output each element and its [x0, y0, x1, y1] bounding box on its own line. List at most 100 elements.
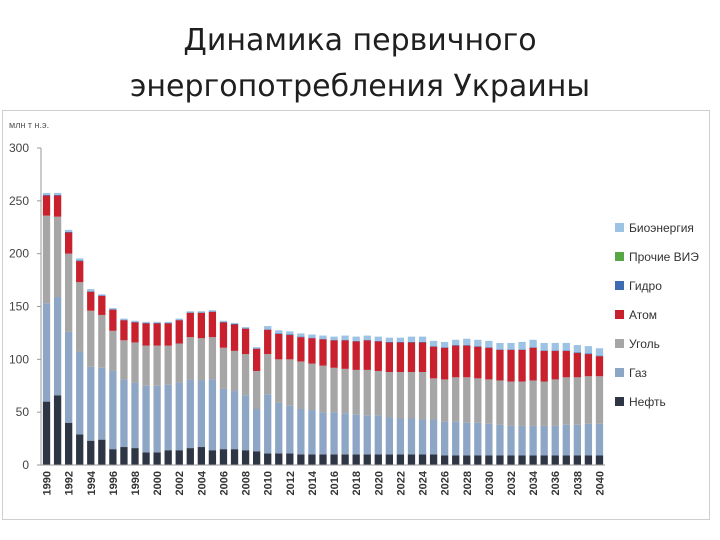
x-tick-label: 2036: [550, 471, 562, 495]
bar-segment: [142, 321, 150, 323]
bar-segment: [418, 454, 427, 465]
bar-segment: [330, 340, 338, 368]
bar-segment: [573, 455, 582, 465]
bar-segment: [230, 324, 239, 351]
y-axis-unit-label: млн т н.э.: [9, 120, 49, 130]
x-tick-label: 1994: [86, 470, 98, 495]
x-tick-label: 2018: [351, 471, 363, 495]
bar-segment: [286, 359, 294, 406]
bar-segment: [208, 311, 217, 338]
bar-segment: [363, 454, 371, 465]
bar-segment: [341, 413, 349, 455]
bar-segment: [153, 385, 161, 453]
bar-segment: [230, 449, 239, 465]
bar-segment: [452, 345, 460, 378]
bar-segment: [529, 347, 537, 381]
bar-segment: [208, 450, 217, 465]
bar-segment: [76, 260, 84, 262]
bar-segment: [529, 425, 537, 456]
bar-segment: [197, 447, 206, 465]
bar-segment: [463, 345, 471, 346]
slide-title-line-2: энергопотребления Украины: [129, 69, 591, 104]
bar-segment: [42, 195, 51, 196]
bar-segment: [440, 347, 449, 348]
x-tick-label: 2010: [263, 471, 275, 495]
bar-segment: [584, 455, 593, 465]
bar-segment: [264, 354, 272, 395]
y-tick-label: 0: [22, 458, 29, 472]
bar-segment: [53, 195, 62, 217]
legend-swatch: [615, 223, 624, 232]
bar-segment: [595, 455, 604, 465]
bar-segment: [64, 253, 73, 332]
bar-segment: [363, 415, 371, 455]
x-tick-label: 2040: [594, 471, 606, 495]
bar-segment: [452, 345, 460, 346]
bar-segment: [374, 370, 382, 416]
bar-segment: [53, 296, 62, 396]
bar-segment: [429, 340, 438, 347]
bar-segment: [330, 336, 338, 340]
bar-segment: [396, 337, 405, 342]
bar-segment: [76, 258, 84, 261]
bar-segment: [275, 330, 283, 334]
bar-segment: [142, 385, 150, 453]
bar-segment: [573, 352, 582, 353]
bar-segment: [496, 455, 504, 465]
bar-segment: [551, 350, 559, 351]
bar-segment: [352, 340, 360, 342]
bar-segment: [396, 418, 405, 455]
bar-segment: [319, 335, 327, 339]
bar-segment: [595, 376, 604, 424]
bar-segment: [186, 448, 194, 465]
bar-segment: [496, 424, 504, 456]
x-tick-label: 2034: [528, 470, 540, 495]
bar-segment: [142, 452, 150, 465]
bar-segment: [98, 439, 106, 465]
bar-segment: [595, 423, 604, 456]
bar-segment: [463, 377, 471, 423]
bar-segment: [297, 337, 305, 362]
bar-segment: [341, 368, 349, 414]
bar-segment: [197, 380, 206, 448]
bar-segment: [374, 341, 382, 371]
bar-segment: [120, 447, 128, 465]
bar-segment: [275, 333, 283, 334]
bar-segment: [352, 336, 360, 341]
bar-segment: [109, 330, 117, 371]
bar-segment: [562, 350, 570, 378]
bar-segment: [584, 346, 593, 354]
bar-segment: [573, 377, 582, 425]
bar-segment: [197, 312, 206, 339]
x-tick-label: 2012: [285, 471, 297, 495]
bar-segment: [142, 345, 150, 386]
bar-segment: [407, 336, 416, 342]
bar-segment: [153, 322, 161, 324]
y-tick-label: 250: [9, 194, 29, 208]
bar-segment: [319, 454, 327, 465]
bar-segment: [297, 454, 305, 465]
bar-segment: [131, 321, 139, 323]
bar-segment: [175, 382, 183, 451]
bar-segment: [186, 379, 194, 449]
bar-segment: [197, 312, 206, 313]
bar-segment: [53, 395, 62, 465]
bar-segment: [42, 215, 51, 304]
bar-segment: [286, 405, 294, 454]
legend-swatch: [615, 397, 624, 406]
bar-segment: [87, 289, 95, 292]
bar-segment: [474, 339, 482, 347]
bar-segment: [297, 333, 305, 337]
bar-segment: [308, 338, 316, 364]
bar-segment: [529, 339, 537, 348]
bar-segment: [551, 455, 559, 465]
bar-segment: [42, 195, 51, 216]
bar-segment: [186, 312, 194, 338]
bar-segment: [76, 434, 84, 465]
x-tick-label: 2020: [373, 471, 385, 495]
bar-segment: [496, 342, 504, 350]
bar-segment: [109, 449, 117, 465]
bar-segment: [352, 341, 360, 370]
bar-segment: [474, 455, 482, 465]
